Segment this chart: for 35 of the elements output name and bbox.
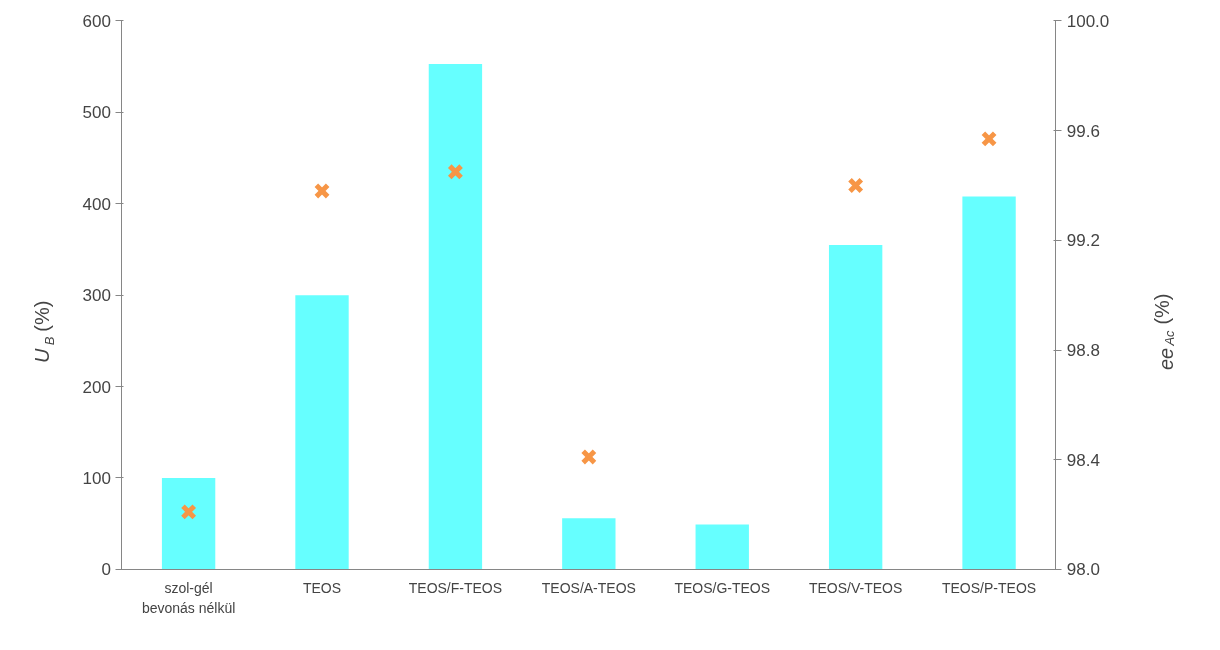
- point: [847, 177, 864, 194]
- bar: [828, 244, 883, 570]
- x-tick-label: TEOS/G-TEOS: [674, 580, 771, 597]
- bar: [562, 518, 616, 570]
- point: [447, 163, 464, 180]
- y-tick-label: 400: [82, 194, 111, 214]
- bar: [962, 196, 1016, 570]
- y2-axis-title: eeAc (%): [1151, 293, 1178, 371]
- x-tick-label: TEOS/P-TEOS: [941, 580, 1037, 597]
- y-tick-label: 300: [82, 286, 111, 306]
- y2-tick-label: 100.0: [1066, 11, 1110, 31]
- point: [580, 448, 597, 466]
- x-tick-label: TEOS/V-TEOS: [808, 580, 903, 597]
- y-tick-label: 0: [101, 560, 111, 580]
- x-tick-label: TEOS: [302, 580, 342, 597]
- y2-tick-label: 98.8: [1066, 341, 1100, 361]
- y-tick-label: 500: [82, 103, 111, 123]
- x-tick-label: szol-gél bevonás nélkül: [141, 580, 236, 616]
- bar: [428, 63, 483, 570]
- point: [313, 182, 331, 200]
- x-tick-label: TEOS/F-TEOS: [408, 580, 503, 597]
- y-tick-label: 600: [82, 11, 111, 31]
- y2-tick-label: 98.4: [1066, 450, 1100, 470]
- x-tick-label: TEOS/A-TEOS: [541, 580, 636, 597]
- y2-tick-label: 99.6: [1066, 121, 1100, 141]
- bar: [295, 295, 349, 570]
- y-tick-label: 100: [82, 468, 111, 488]
- y2-tick-label: 98.0: [1066, 560, 1100, 580]
- point: [980, 130, 998, 148]
- bar: [161, 477, 216, 570]
- y2-tick-label: 99.2: [1066, 231, 1100, 251]
- bar: [695, 524, 749, 570]
- y-axis-title: UB (%): [30, 300, 57, 363]
- y-tick-label: 200: [82, 377, 111, 397]
- point: [180, 503, 197, 520]
